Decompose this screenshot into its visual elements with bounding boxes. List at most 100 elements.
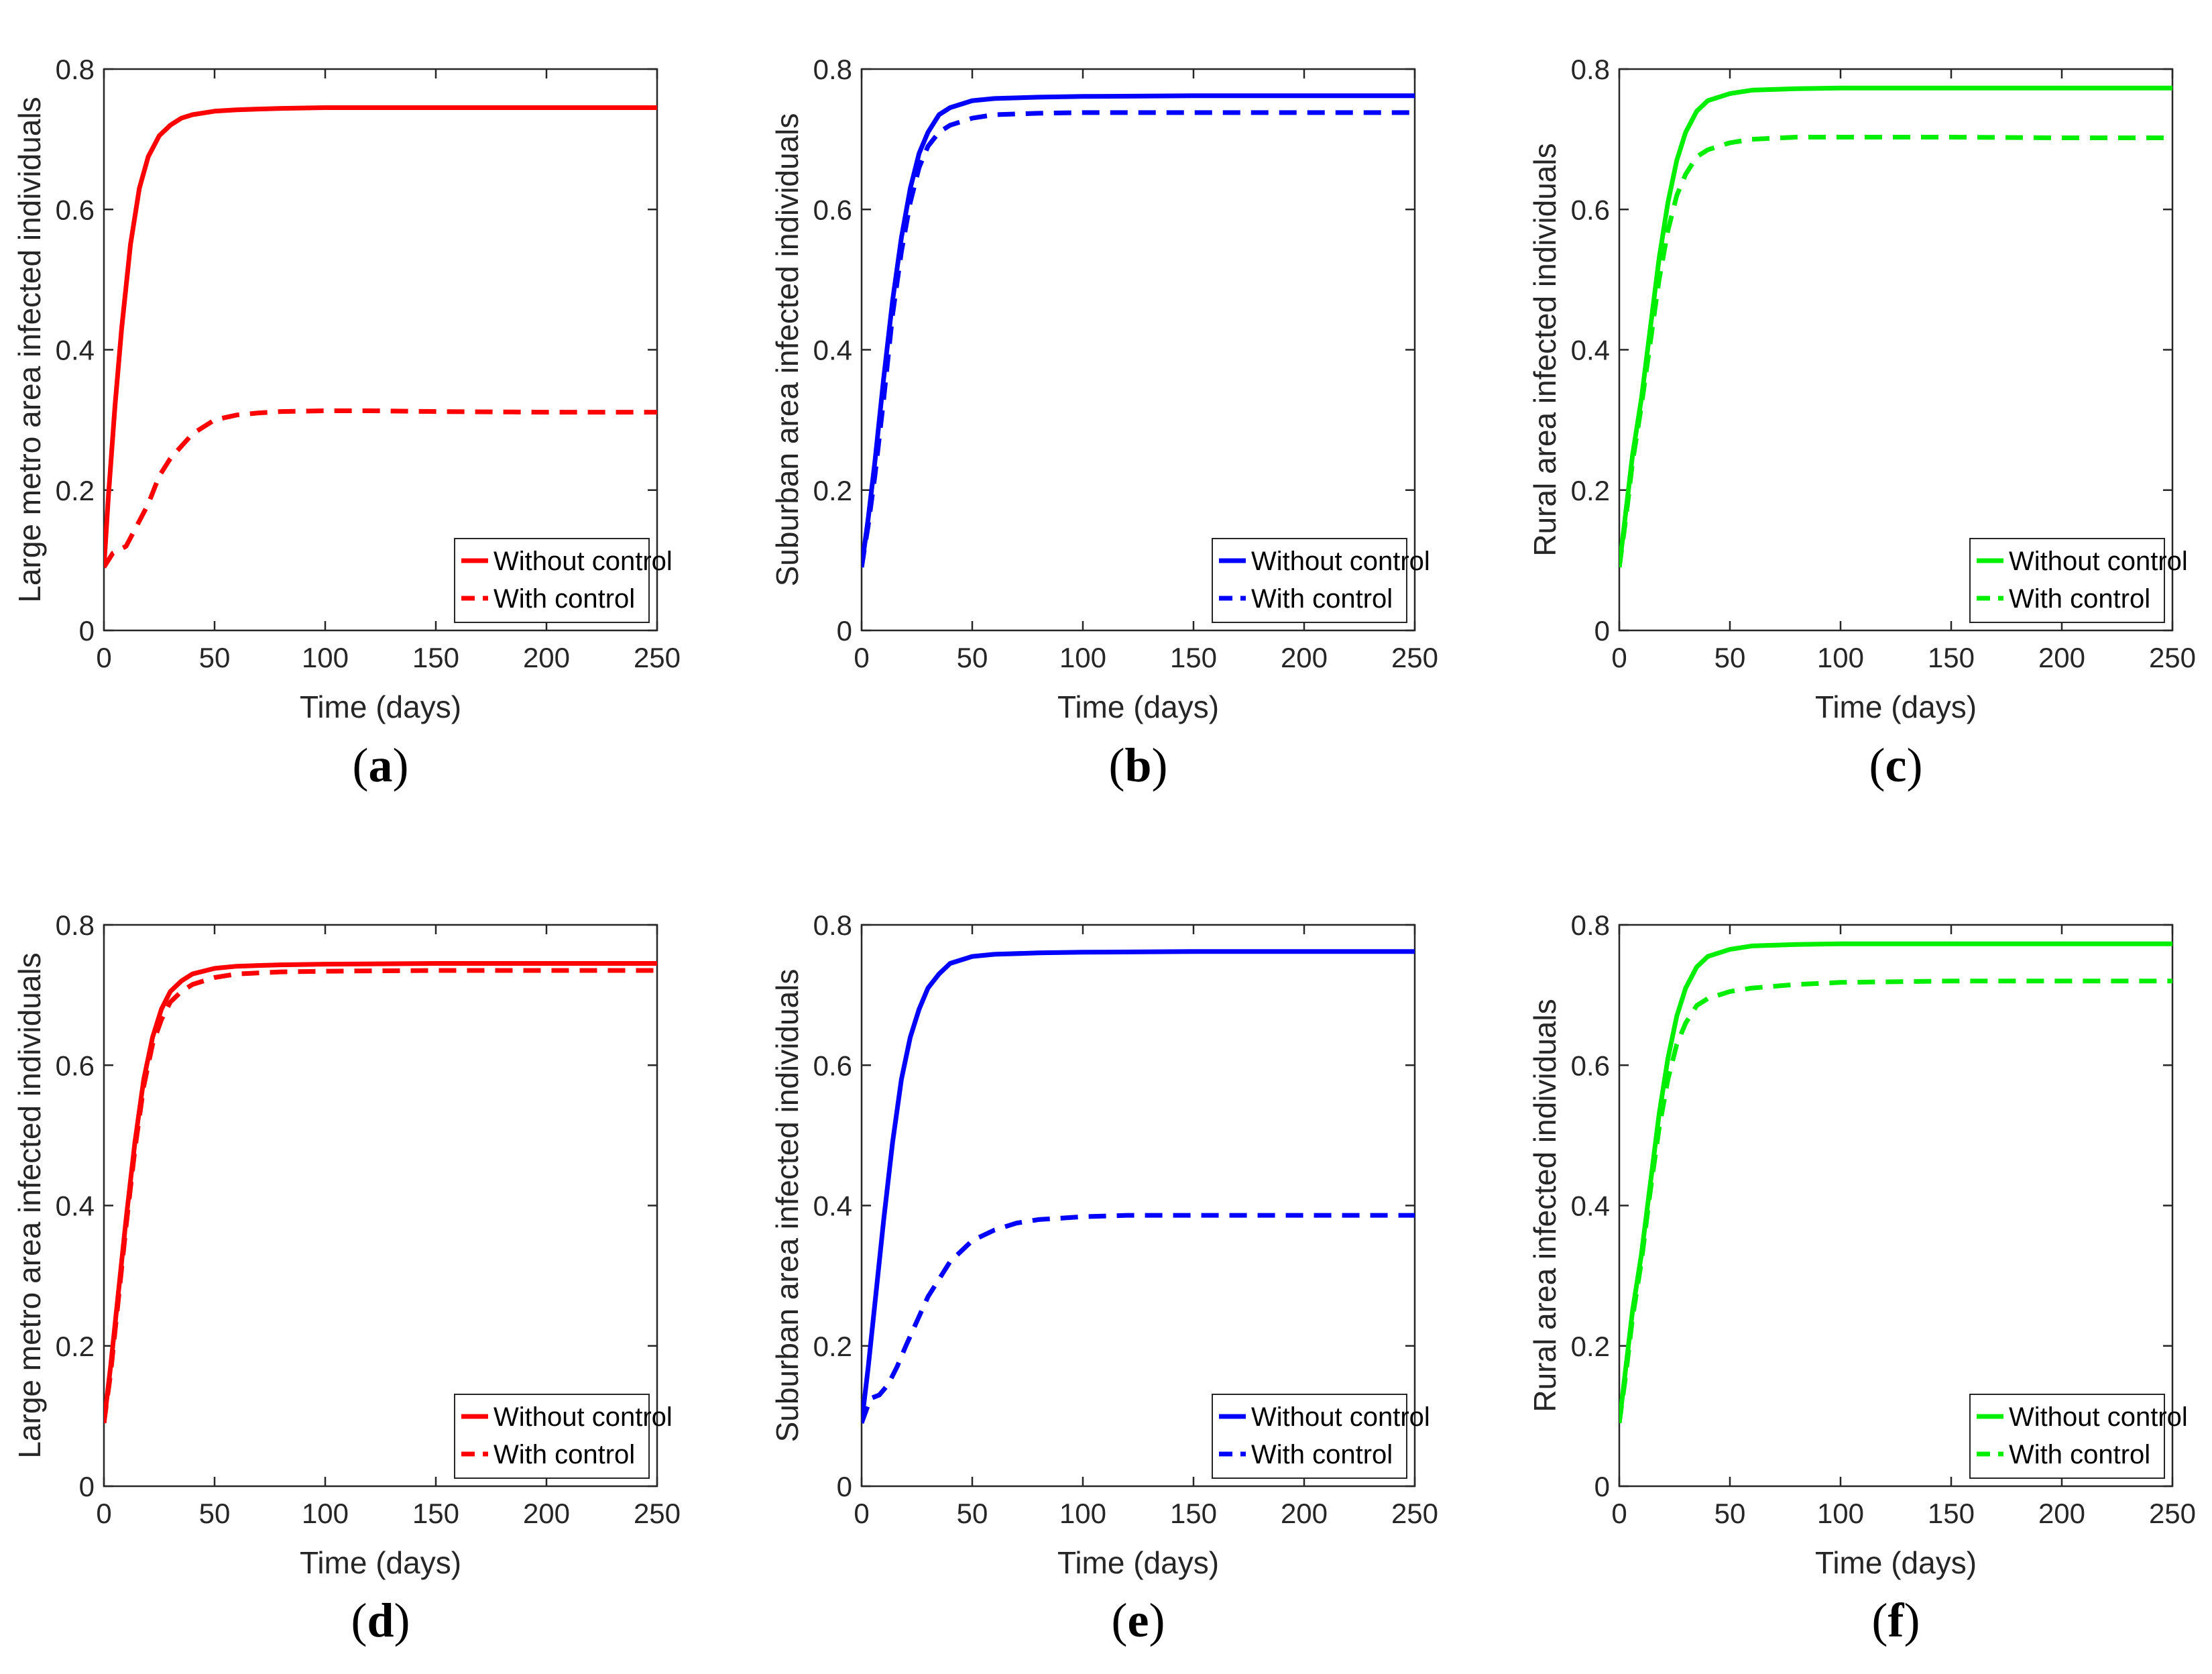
legend-label: With control	[493, 584, 635, 614]
x-tick-label: 150	[1170, 642, 1217, 673]
y-tick-label: 0	[1594, 615, 1610, 647]
legend-box	[1212, 1394, 1407, 1479]
x-tick-label: 100	[1059, 1498, 1106, 1529]
y-axis-label: Suburban area infected individuals	[770, 113, 805, 587]
x-tick-label: 200	[1281, 642, 1328, 673]
y-tick-label: 0.4	[813, 1190, 852, 1222]
y-tick-label: 0	[79, 1471, 95, 1502]
caption-open-paren: (	[1108, 738, 1124, 792]
y-tick-label: 0.4	[56, 1190, 95, 1222]
panel-c: 0 50 100 150 200 250 0 0.2 0.4 0.6 0.8 Time (days) R…	[1527, 54, 2196, 724]
x-axis-label: Time (days)	[300, 689, 461, 724]
y-tick-label: 0.4	[1571, 335, 1610, 366]
series-line-without-control	[104, 961, 657, 1424]
y-tick-label: 0	[1594, 1471, 1610, 1502]
caption-close-paren: )	[393, 738, 409, 792]
caption-close-paren: )	[1904, 1594, 1920, 1647]
legend-label: With control	[2009, 1440, 2150, 1469]
x-tick-label: 150	[1928, 642, 1975, 673]
y-axis-label: Large metro area infected individuals	[12, 97, 47, 602]
legend: Without control With control	[454, 1394, 673, 1479]
y-tick-label: 0.8	[56, 54, 95, 85]
caption-open-paren: (	[1872, 1594, 1888, 1647]
panel-caption: (b)	[1108, 738, 1167, 792]
x-axis-label: Time (days)	[1057, 1545, 1219, 1580]
y-tick-label: 0.2	[1571, 1331, 1610, 1362]
x-tick-label: 200	[523, 642, 570, 673]
y-tick-label: 0.4	[813, 335, 852, 366]
panel-f: 0 50 100 150 200 250 0 0.2 0.4 0.6 0.8 Time (days) R…	[1527, 909, 2196, 1580]
legend-label: With control	[2009, 584, 2150, 614]
x-tick-label: 250	[2149, 642, 2196, 673]
y-tick-label: 0.6	[813, 194, 852, 225]
y-axis-label: Rural area infected individuals	[1527, 999, 1562, 1412]
x-tick-label: 0	[96, 642, 111, 673]
x-tick-label: 150	[1928, 1498, 1975, 1529]
x-tick-label: 0	[854, 642, 869, 673]
caption-letter: b	[1124, 738, 1151, 792]
legend-label: Without control	[493, 547, 673, 576]
legend: Without control With control	[1969, 1394, 2188, 1479]
x-tick-label: 0	[854, 1498, 869, 1529]
series-line-with-control	[862, 110, 1415, 568]
legend-label: With control	[493, 1440, 635, 1469]
x-tick-label: 50	[957, 642, 988, 673]
legend: Without control With control	[1212, 1394, 1430, 1479]
y-tick-label: 0.6	[813, 1050, 852, 1081]
caption-close-paren: )	[394, 1594, 410, 1647]
y-tick-label: 0.2	[56, 1331, 95, 1362]
y-tick-label: 0.8	[56, 909, 95, 941]
legend-label: With control	[1251, 584, 1393, 614]
y-tick-label: 0.6	[56, 1050, 95, 1081]
series-line-without-control	[1619, 941, 2172, 1424]
x-tick-label: 200	[2038, 642, 2085, 673]
y-tick-label: 0.8	[1571, 909, 1610, 941]
x-tick-label: 50	[1714, 642, 1746, 673]
legend: Without control With control	[1212, 538, 1430, 623]
y-tick-label: 0.2	[56, 475, 95, 506]
legend-box	[1212, 538, 1407, 623]
panel-caption: (d)	[351, 1594, 410, 1647]
series-line-with-control	[104, 968, 657, 1424]
series-line-without-control	[104, 105, 657, 568]
caption-letter: f	[1888, 1594, 1905, 1647]
x-tick-label: 250	[2149, 1498, 2196, 1529]
series-line-without-control	[862, 93, 1415, 568]
legend: Without control With control	[454, 538, 673, 623]
caption-open-paren: (	[1869, 738, 1885, 792]
x-tick-label: 100	[302, 642, 349, 673]
y-tick-label: 0.6	[1571, 1050, 1610, 1081]
legend-box	[1969, 538, 2165, 623]
y-tick-label: 0	[837, 615, 852, 647]
caption-open-paren: (	[353, 738, 369, 792]
x-tick-label: 100	[1059, 642, 1106, 673]
series-line-with-control	[104, 408, 657, 569]
x-tick-label: 150	[1170, 1498, 1217, 1529]
y-axis-label: Suburban area infected individuals	[770, 969, 805, 1443]
x-tick-label: 200	[523, 1498, 570, 1529]
y-tick-label: 0	[79, 615, 95, 647]
x-tick-label: 200	[2038, 1498, 2085, 1529]
x-tick-label: 50	[199, 642, 231, 673]
y-tick-label: 0.4	[56, 335, 95, 366]
legend-label: With control	[1251, 1440, 1393, 1469]
legend-box	[454, 1394, 650, 1479]
x-tick-label: 150	[412, 1498, 459, 1529]
caption-letter: d	[367, 1594, 394, 1647]
x-axis-label: Time (days)	[1815, 689, 1977, 724]
panel-caption: (f)	[1872, 1594, 1920, 1647]
series-line-without-control	[862, 949, 1415, 1424]
caption-letter: a	[369, 738, 393, 792]
x-tick-label: 100	[1817, 642, 1864, 673]
y-tick-label: 0.8	[1571, 54, 1610, 85]
y-tick-label: 0.6	[1571, 194, 1610, 225]
x-tick-label: 100	[1817, 1498, 1864, 1529]
panel-a: 0 50 100 150 200 250 0 0.2 0.4 0.6 0.8 Time (days) L…	[12, 54, 681, 724]
y-axis-label: Large metro area infected individuals	[12, 952, 47, 1458]
legend-label: Without control	[1251, 547, 1430, 576]
legend-label: Without control	[2009, 1402, 2188, 1432]
x-tick-label: 250	[634, 642, 681, 673]
legend-box	[454, 538, 650, 623]
panel-e: 0 50 100 150 200 250 0 0.2 0.4 0.6 0.8 Time (days) S…	[770, 909, 1438, 1580]
